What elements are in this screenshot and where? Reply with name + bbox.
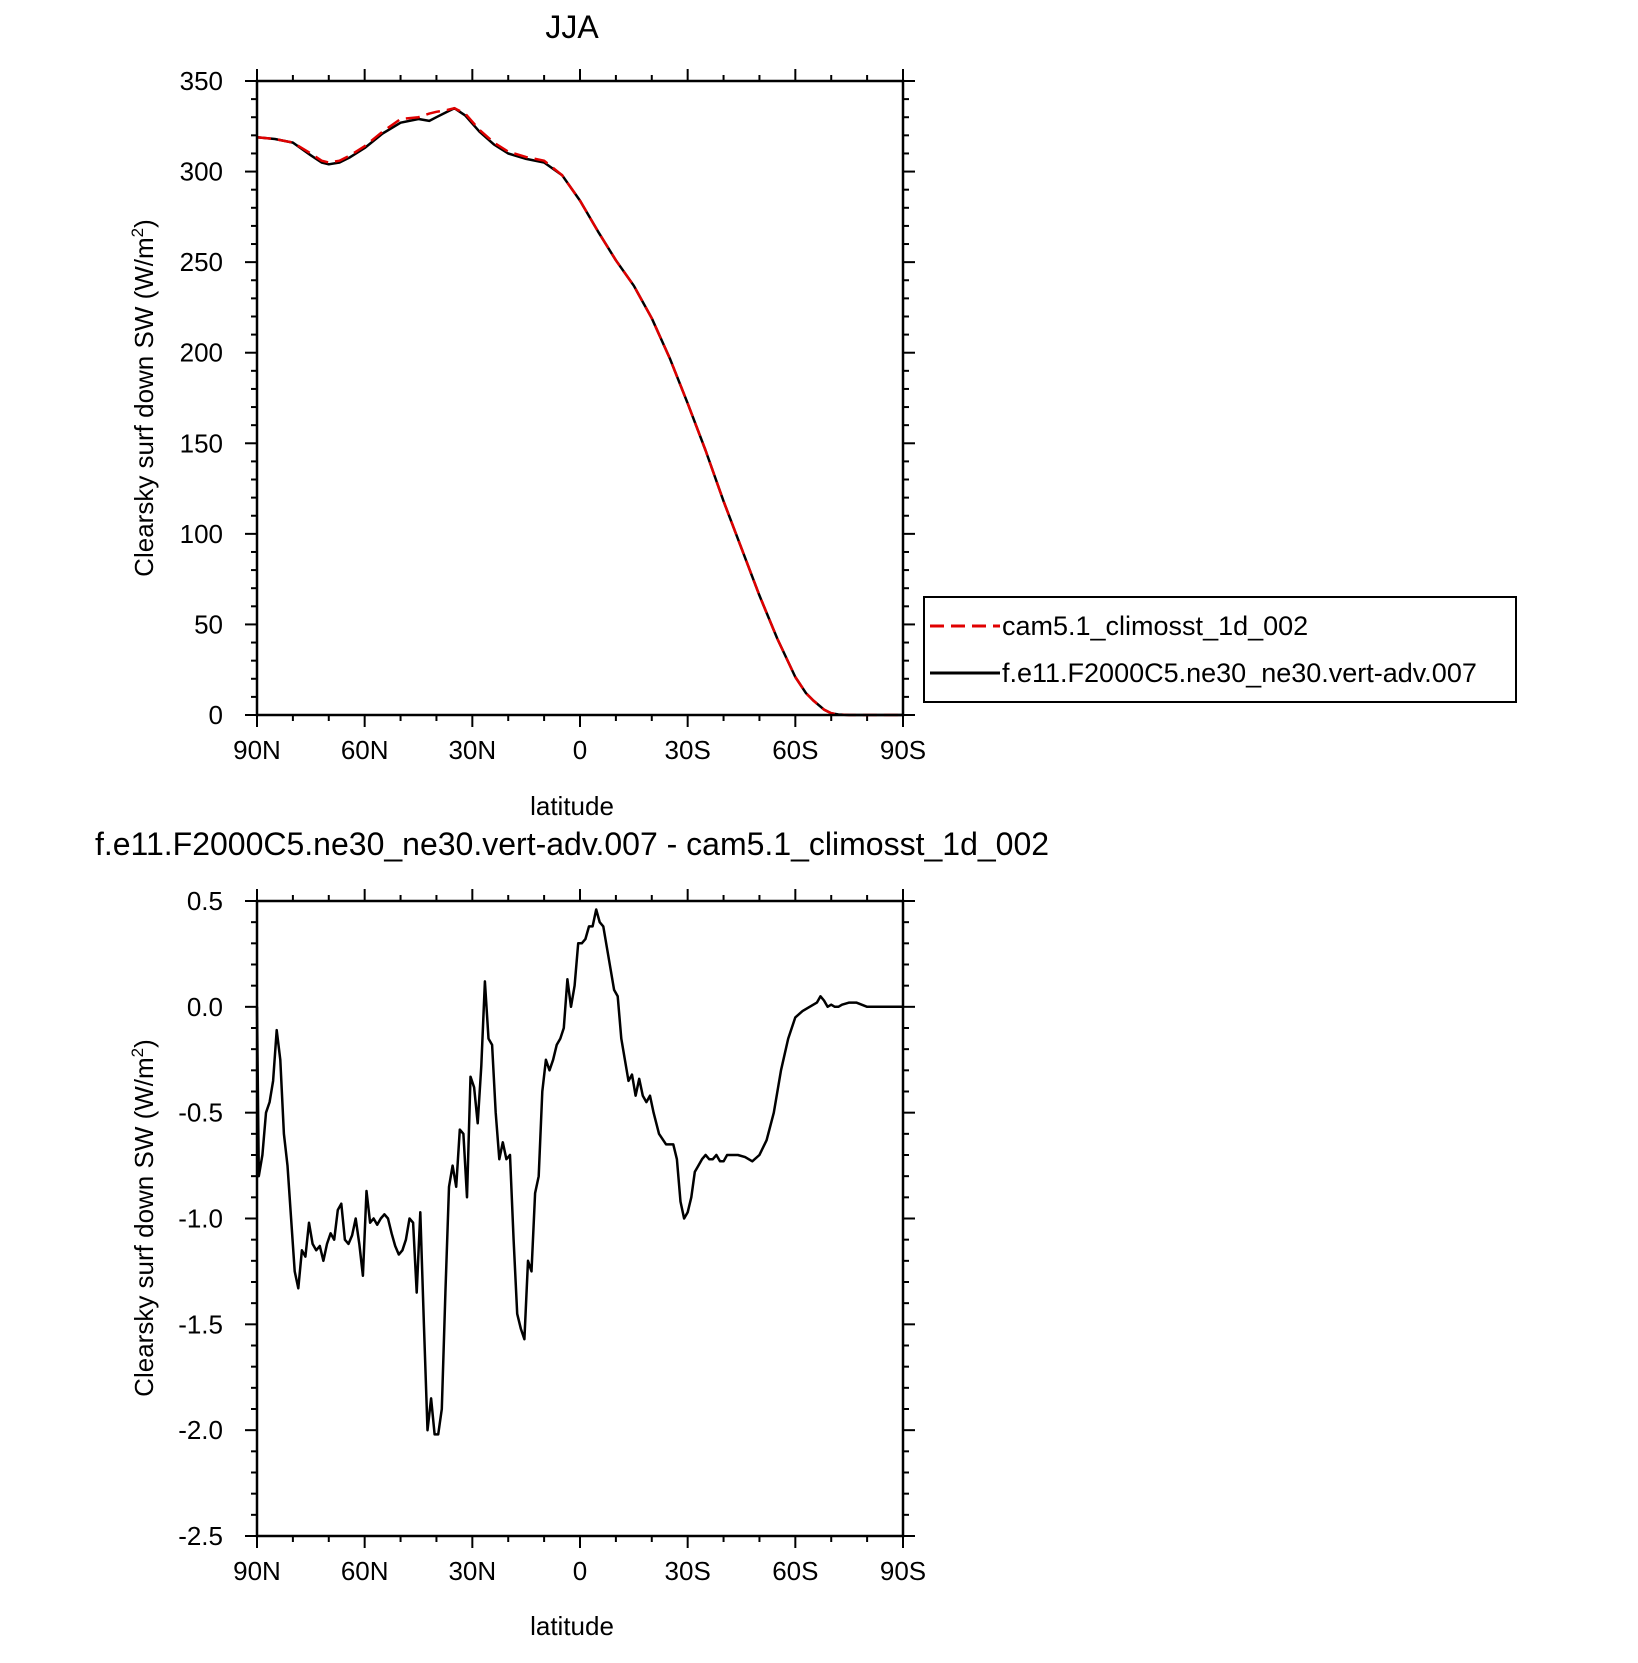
legend-label-0: cam5.1_climosst_1d_002 [1002,611,1308,641]
bottom-x-tick-label: 60S [772,1556,818,1586]
bottom-x-tick-label: 90N [233,1556,281,1586]
top-y-tick-label: 50 [194,609,223,639]
top-x-tick-label: 90N [233,735,281,765]
bottom-y-tick-label: -1.0 [178,1204,223,1234]
bottom-x-tick-label: 0 [573,1556,587,1586]
bottom-x-tick-label: 30S [665,1556,711,1586]
bottom-chart-tick-labels: 90N 60N 30N 0 30S 60S 90S -2.5 -2.0 -1.5 -1.0 -0.5 0… [178,886,926,1586]
bottom-chart-series [255,908,903,1436]
bottom-x-tick-label: 90S [880,1556,926,1586]
top-x-tick-label: 60S [772,735,818,765]
top-y-tick-label: 200 [180,338,223,368]
legend-label-1: f.e11.F2000C5.ne30_ne30.vert-adv.007 [1002,658,1477,688]
top-chart: JJA 90N 60N 30N 0 30S 60S 90S 0 50 100 150 200 250 30… [128,9,1517,821]
top-series-line-0 [256,106,903,717]
top-x-tick-label: 0 [573,735,587,765]
legend: cam5.1_climosst_1d_002 f.e11.F2000C5.ne3… [923,596,1517,703]
top-y-tick-label: 0 [209,700,223,730]
bottom-y-axis-label-main: Clearsky surf down SW (W/m [129,1057,159,1397]
top-x-tick-label: 60N [341,735,389,765]
bottom-y-axis-label: Clearsky surf down SW (W/m2) [128,1039,159,1397]
bottom-y-axis-label-close: ) [129,1039,159,1048]
bottom-y-tick-label: -2.0 [178,1415,223,1445]
bottom-y-tick-label: -0.5 [178,1098,223,1128]
bottom-chart: f.e11.F2000C5.ne30_ne30.vert-adv.007 - c… [95,826,1049,1641]
bottom-chart-title: f.e11.F2000C5.ne30_ne30.vert-adv.007 - c… [95,826,1049,862]
bottom-x-tick-label: 30N [448,1556,496,1586]
top-x-tick-label: 30N [448,735,496,765]
bottom-y-tick-label: 0.0 [187,992,223,1022]
top-y-axis-label-close: ) [129,219,159,228]
top-y-tick-label: 300 [180,157,223,187]
bottom-x-tick-label: 60N [341,1556,389,1586]
bottom-y-tick-label: -1.5 [178,1309,223,1339]
top-y-tick-label: 250 [180,247,223,277]
top-x-axis-label: latitude [530,791,614,821]
top-y-axis-label-main: Clearsky surf down SW (W/m [129,237,159,577]
bottom-series-line-0 [255,908,903,1436]
top-x-tick-label: 90S [880,735,926,765]
top-y-tick-label: 150 [180,428,223,458]
top-y-tick-label: 350 [180,66,223,96]
top-series-line-1 [256,106,903,717]
bottom-plot-frame [255,899,905,1538]
top-x-tick-label: 30S [665,735,711,765]
bottom-chart-ticks [245,889,915,1548]
top-chart-ticks [245,69,915,727]
bottom-y-tick-label: 0.5 [187,886,223,916]
bottom-y-tick-label: -2.5 [178,1521,223,1551]
top-chart-tick-labels: 90N 60N 30N 0 30S 60S 90S 0 50 100 150 200 250 300 350 [180,66,927,765]
bottom-x-axis-label: latitude [530,1611,614,1641]
top-chart-title: JJA [545,9,599,45]
top-y-axis-label-sup: 2 [128,228,147,237]
top-chart-series [256,106,903,717]
top-y-tick-label: 100 [180,519,223,549]
top-plot-frame [255,79,905,717]
bottom-y-axis-label-sup: 2 [128,1048,147,1057]
legend-box [923,596,1517,703]
top-y-axis-label: Clearsky surf down SW (W/m2) [128,219,159,577]
